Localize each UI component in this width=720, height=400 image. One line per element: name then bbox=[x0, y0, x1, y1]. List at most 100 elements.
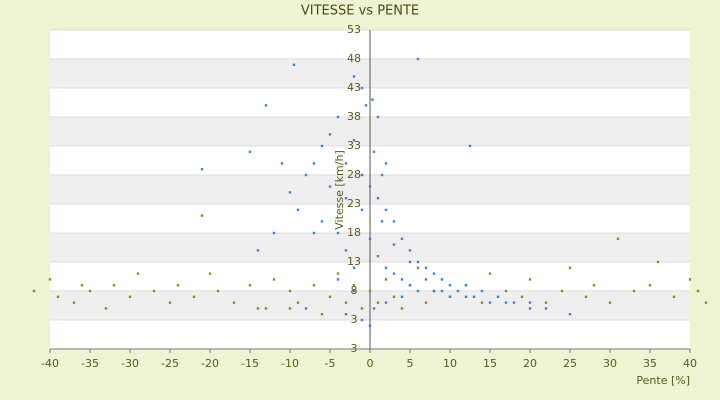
data-point bbox=[344, 301, 348, 304]
data-point bbox=[584, 295, 588, 298]
data-point bbox=[376, 255, 380, 258]
data-point bbox=[392, 243, 396, 246]
data-point bbox=[336, 115, 340, 119]
x-tick-label: -40 bbox=[41, 357, 59, 370]
y-tick-label: 13 bbox=[347, 255, 361, 268]
data-point bbox=[200, 168, 204, 171]
data-point bbox=[448, 295, 452, 298]
data-point bbox=[696, 289, 700, 293]
data-point bbox=[248, 150, 252, 153]
data-point bbox=[264, 104, 268, 107]
data-point bbox=[560, 289, 564, 293]
data-point bbox=[344, 313, 348, 316]
data-point bbox=[376, 115, 380, 119]
data-point bbox=[272, 278, 276, 281]
y-tick-label: 28 bbox=[347, 168, 361, 181]
data-point bbox=[400, 295, 404, 298]
data-point bbox=[456, 289, 460, 293]
data-point bbox=[400, 278, 404, 281]
data-point bbox=[312, 231, 316, 235]
data-point bbox=[504, 301, 508, 304]
data-point bbox=[320, 144, 324, 148]
y-tick-label: 23 bbox=[347, 197, 361, 210]
data-point bbox=[384, 162, 388, 165]
data-point bbox=[288, 191, 292, 194]
data-point bbox=[424, 266, 428, 269]
data-point bbox=[376, 197, 380, 200]
data-point bbox=[352, 266, 356, 269]
data-point bbox=[364, 104, 368, 107]
data-point bbox=[336, 272, 340, 275]
data-point bbox=[392, 272, 396, 275]
data-point bbox=[296, 208, 300, 211]
data-point bbox=[360, 307, 364, 310]
data-point bbox=[336, 278, 340, 281]
x-tick-label: 0 bbox=[367, 357, 374, 370]
data-point bbox=[480, 301, 484, 304]
data-point bbox=[528, 301, 532, 304]
data-point bbox=[472, 295, 476, 298]
data-point bbox=[520, 295, 524, 298]
x-tick-label: -25 bbox=[161, 357, 179, 370]
data-point bbox=[372, 307, 376, 310]
data-point bbox=[608, 301, 612, 304]
data-point bbox=[488, 272, 492, 275]
data-point bbox=[304, 307, 308, 310]
data-point bbox=[312, 284, 316, 287]
data-point bbox=[344, 197, 348, 200]
data-point bbox=[256, 249, 260, 252]
data-point bbox=[56, 295, 60, 298]
data-point bbox=[376, 301, 380, 304]
x-tick-label: -15 bbox=[241, 357, 259, 370]
data-point bbox=[264, 307, 268, 310]
x-tick-label: -5 bbox=[325, 357, 336, 370]
data-point bbox=[176, 284, 180, 287]
data-point bbox=[72, 301, 76, 304]
data-point bbox=[152, 289, 156, 293]
data-point bbox=[616, 237, 620, 240]
data-point bbox=[656, 260, 660, 264]
data-point bbox=[112, 284, 116, 287]
data-point bbox=[352, 284, 356, 287]
data-point bbox=[544, 301, 548, 304]
data-point bbox=[136, 272, 140, 275]
data-point bbox=[288, 289, 292, 293]
data-point bbox=[544, 307, 548, 310]
data-point bbox=[440, 278, 444, 281]
data-point bbox=[392, 220, 396, 223]
data-point bbox=[192, 295, 196, 298]
data-point bbox=[504, 289, 508, 293]
data-point bbox=[464, 295, 468, 298]
y-tick-label: 3 bbox=[351, 313, 358, 326]
data-point bbox=[320, 220, 324, 223]
data-point bbox=[424, 278, 428, 281]
data-point bbox=[416, 260, 420, 264]
data-point bbox=[328, 133, 332, 136]
data-point bbox=[368, 185, 372, 188]
y-tick-label: 43 bbox=[347, 81, 361, 94]
data-point bbox=[360, 86, 364, 90]
data-point bbox=[32, 289, 36, 293]
data-point bbox=[408, 249, 412, 252]
data-point bbox=[380, 173, 384, 177]
data-point bbox=[528, 307, 532, 310]
y-tick-label: 38 bbox=[347, 110, 361, 123]
data-point bbox=[688, 278, 692, 281]
data-point bbox=[416, 266, 420, 269]
data-point bbox=[48, 278, 52, 281]
data-point bbox=[80, 284, 84, 287]
data-point bbox=[448, 284, 452, 287]
x-tick-label: 5 bbox=[407, 357, 414, 370]
data-point bbox=[408, 284, 412, 287]
data-point bbox=[280, 162, 284, 165]
data-point bbox=[336, 231, 340, 235]
data-point bbox=[208, 272, 212, 275]
data-point bbox=[371, 98, 374, 101]
y-axis-title: Vitesse [km/h] bbox=[333, 150, 346, 230]
x-tick-label: -35 bbox=[81, 357, 99, 370]
data-point bbox=[88, 289, 92, 293]
x-tick-label: -20 bbox=[201, 357, 219, 370]
y-tick-label: 53 bbox=[347, 23, 361, 36]
data-point bbox=[328, 185, 332, 188]
data-point bbox=[632, 289, 636, 293]
